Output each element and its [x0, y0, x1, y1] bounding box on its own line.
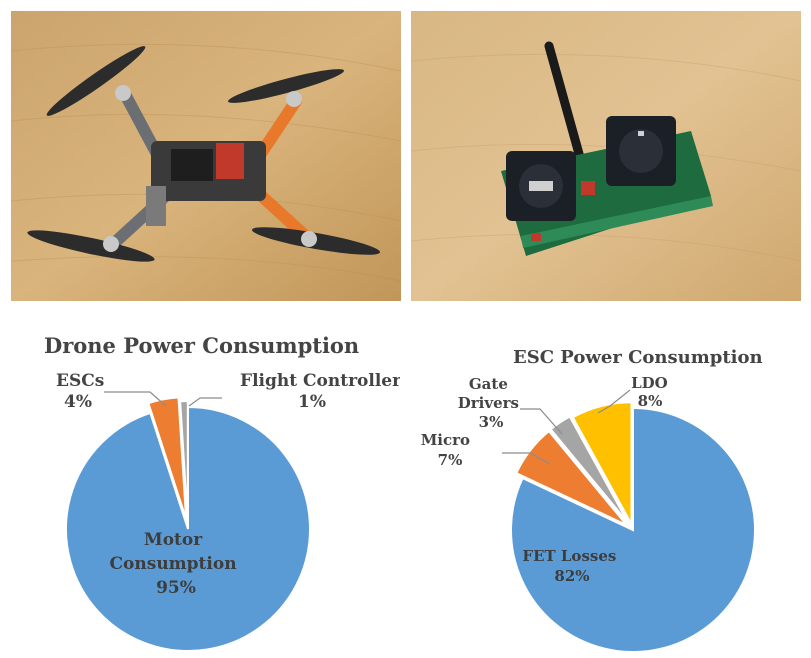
slice-label: Gate Drivers 3%: [458, 375, 524, 431]
leader-line: [104, 391, 167, 407]
slice-label-line: 3%: [479, 413, 504, 431]
slice-label: ESCs 4%: [56, 371, 110, 412]
pie-slice-ldo: [571, 401, 633, 525]
slice-label-line: 7%: [438, 451, 463, 469]
slice-label: Flight Controller 1%: [240, 371, 400, 412]
esc-power-pie-svg: ESC Power Consumption LDO 8% Gate Driver…: [421, 347, 763, 653]
pie-slice-fet-losses: [510, 406, 756, 653]
pie-slice-flight-controller: [179, 400, 189, 524]
slice-label-line: Flight Controller: [240, 371, 400, 391]
slice-label-line: Consumption: [110, 554, 237, 574]
slice-label-line: 95%: [156, 578, 196, 598]
slice-label: LDO 8%: [631, 374, 673, 410]
transmitter-photo: [411, 11, 801, 301]
leader-line: [520, 408, 563, 435]
chart-title: ESC Power Consumption: [513, 347, 763, 368]
slice-label-line: ESCs: [56, 371, 104, 391]
slice-label-line: LDO: [631, 374, 668, 392]
slice-label-line: Micro: [421, 431, 470, 449]
drone-photo-image: [11, 11, 401, 301]
slice-label-line: Gate: [469, 375, 508, 393]
drone-power-chart: Drone Power Consumption ESCs 4% Flight C…: [0, 318, 400, 658]
slice-label: FET Losses 82%: [522, 547, 621, 585]
slice-label: Motor Consumption 95%: [110, 530, 243, 598]
leader-line: [188, 397, 222, 407]
leader-line: [502, 452, 551, 465]
esc-power-chart: ESC Power Consumption LDO 8% Gate Driver…: [400, 318, 811, 658]
slice-label-line: 4%: [64, 392, 92, 412]
slice-label-line: 8%: [638, 392, 663, 410]
pie-slice-motor-consumption: [65, 405, 311, 652]
slice-label-line: Drivers: [458, 394, 519, 412]
drone-power-pie-svg: Drone Power Consumption ESCs 4% Flight C…: [44, 333, 400, 652]
pie-slice-micro: [514, 429, 628, 527]
slice-label: Micro 7%: [421, 431, 476, 469]
pie-slice-escs: [147, 396, 188, 520]
transmitter-photo-image: [411, 11, 801, 301]
slice-label-line: FET Losses: [522, 547, 616, 565]
leader-line: [597, 389, 631, 414]
pie-slice-gate-drivers: [549, 415, 630, 525]
slice-label-line: 82%: [554, 567, 589, 585]
drone-photo: [11, 11, 401, 301]
slice-label-line: Motor: [144, 530, 203, 550]
chart-title: Drone Power Consumption: [44, 333, 359, 358]
slice-label-line: 1%: [298, 392, 326, 412]
